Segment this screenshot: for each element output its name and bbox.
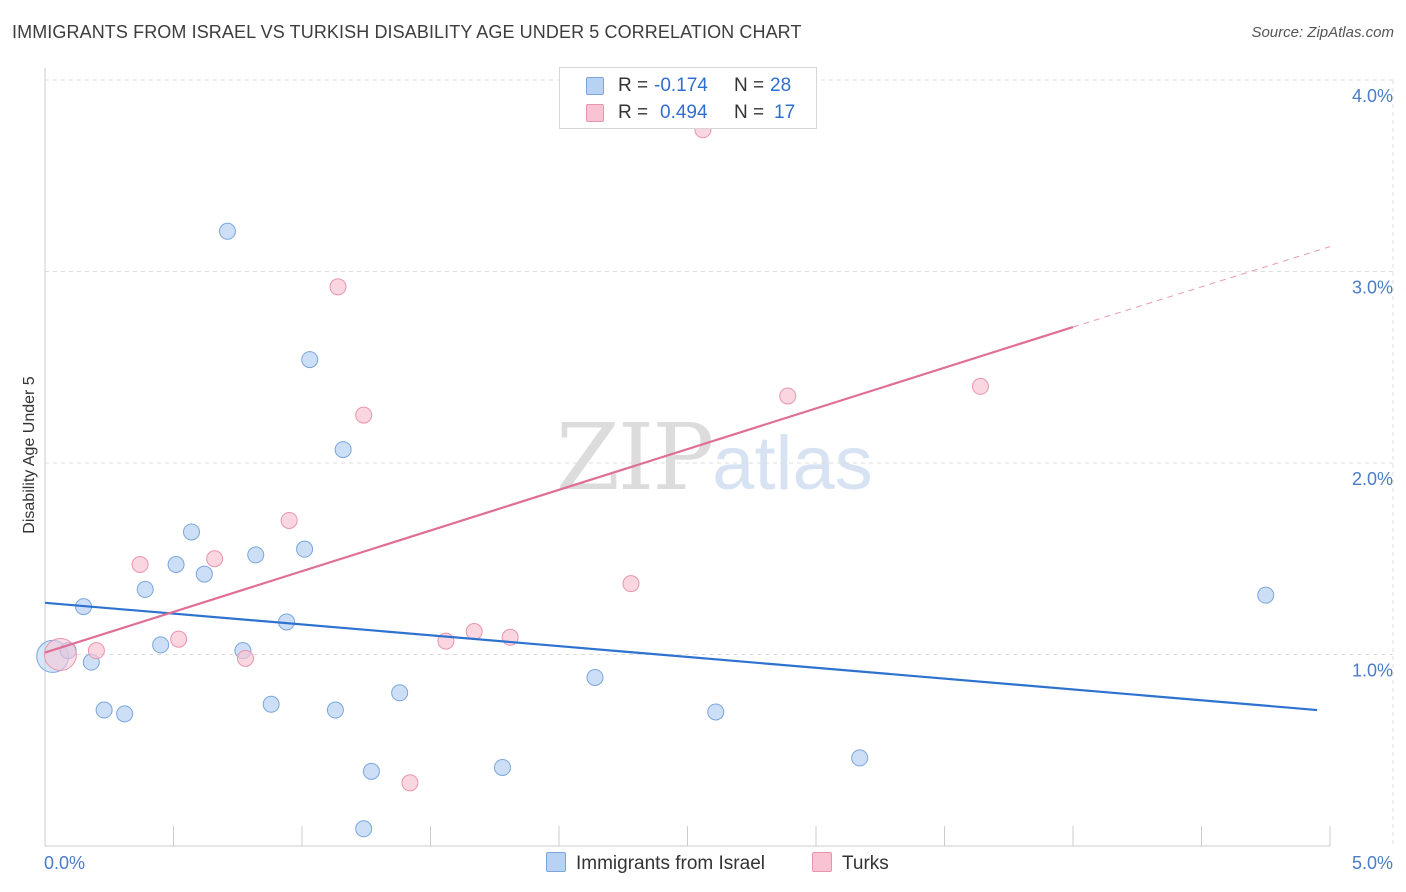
point-turks [131,555,149,573]
legend-n-label: N = [734,102,765,123]
point-israel [152,636,170,654]
point-israel [326,701,344,719]
point-israel [362,762,380,780]
point-turks [971,377,989,395]
point-israel [218,222,236,240]
point-israel [262,695,280,713]
bottom-legend-swatch-turks [812,852,832,872]
point-israel [355,820,373,838]
legend-r-label: R = [618,75,649,96]
point-israel [493,758,511,776]
point-turks [280,511,298,529]
bottom-legend-label-turks: Turks [842,853,889,874]
point-turks [465,623,483,641]
series-turks-points [43,121,989,792]
point-israel [301,351,319,369]
point-turks [206,550,224,568]
x-ticks [44,826,1331,846]
point-israel [391,684,409,702]
trend-line-israel [44,601,1318,712]
watermark-zip: ZIP [556,404,714,511]
point-israel [182,523,200,541]
point-turks [236,649,254,667]
legend-r-value: 0.494 [660,102,708,123]
trend-line-turks [44,325,1074,654]
point-turks [87,642,105,660]
legend-r-label: R = [618,102,649,123]
axes [44,68,1330,847]
point-turks [779,387,797,405]
point-israel [195,565,213,583]
source-label: Source: ZipAtlas.com [1251,24,1394,41]
bottom-legend-label-israel: Immigrants from Israel [576,853,765,874]
point-israel [167,555,185,573]
y-tick-label: 2.0% [1352,469,1393,489]
legend-n-label: N = [734,75,765,96]
y-tick-label: 3.0% [1352,278,1393,298]
point-israel [707,703,725,721]
stats-legend: R = -0.174 N = 28 R = 0.494 N = 17 [559,67,817,129]
point-turks [43,638,77,671]
legend-swatch-israel [586,77,604,95]
legend-n-value: 28 [770,75,792,96]
x-tick-label-max: 5.0% [1352,853,1393,873]
point-israel [334,441,352,459]
point-turks [355,406,373,424]
point-israel [851,749,869,767]
point-turks [622,575,640,593]
y-tick-labels: 1.0% 2.0% 3.0% 4.0% [1352,86,1393,681]
point-israel [586,668,604,686]
trend-lines [44,246,1331,712]
legend-swatch-turks [586,104,604,122]
series-israel-points [36,222,1275,838]
point-israel [136,580,154,598]
gridlines [45,79,1394,846]
bottom-legend-israel: Immigrants from Israel [546,852,765,875]
bottom-legend-turks: Turks [812,852,889,875]
point-israel [95,701,113,719]
point-israel [247,546,265,564]
bottom-legend-swatch-israel [546,852,566,872]
legend-r-value: -0.174 [654,75,708,96]
y-axis-title: Disability Age Under 5 [21,376,38,534]
point-turks [401,774,419,792]
legend-n-value: 17 [774,102,796,123]
point-turks [329,278,347,296]
point-turks [170,630,188,648]
x-tick-label-min: 0.0% [44,853,85,873]
point-israel [1257,586,1275,604]
y-tick-label: 1.0% [1352,661,1393,681]
point-israel [296,540,314,558]
point-israel [116,705,134,723]
y-tick-label: 4.0% [1352,86,1393,106]
trend-extension-turks [1072,246,1331,328]
chart-title: IMMIGRANTS FROM ISRAEL VS TURKISH DISABI… [12,22,802,42]
